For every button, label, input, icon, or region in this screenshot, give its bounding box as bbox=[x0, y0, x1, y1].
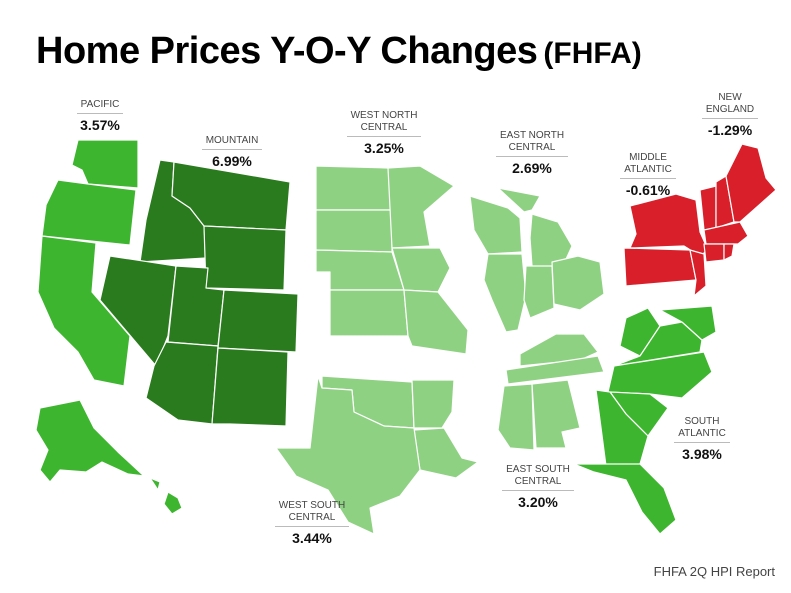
state-arizona bbox=[145, 341, 219, 425]
state-kentucky bbox=[519, 333, 599, 367]
title-source-tag: (FHFA) bbox=[543, 37, 642, 70]
label-pacific: PACIFIC 3.57% bbox=[70, 94, 130, 133]
state-north-carolina bbox=[607, 351, 713, 399]
state-tennessee bbox=[505, 355, 605, 385]
map-title: Home Prices Y-O-Y Changes (FHFA) bbox=[36, 30, 642, 73]
label-south-atlantic: SOUTH ATLANTIC 3.98% bbox=[666, 416, 738, 462]
region-value: 3.98% bbox=[682, 446, 722, 462]
region-value: 3.25% bbox=[364, 140, 404, 156]
region-value: -0.61% bbox=[625, 182, 671, 198]
label-west-south-central: WEST SOUTH CENTRAL 3.44% bbox=[262, 500, 362, 546]
state-kansas bbox=[329, 289, 409, 337]
state-illinois bbox=[483, 253, 527, 333]
source-note: FHFA 2Q HPI Report bbox=[653, 564, 775, 579]
region-value: 3.44% bbox=[292, 530, 332, 546]
region-value: 6.99% bbox=[212, 153, 252, 169]
state-alabama bbox=[531, 379, 581, 449]
region-west-north-central bbox=[315, 165, 469, 355]
region-east-north-central bbox=[469, 187, 605, 333]
state-oregon bbox=[41, 179, 137, 246]
region-mountain bbox=[99, 159, 299, 427]
state-maine bbox=[725, 143, 777, 223]
state-california bbox=[37, 235, 131, 387]
region-value: 3.20% bbox=[518, 494, 558, 510]
region-name: EAST SOUTH CENTRAL bbox=[502, 464, 574, 491]
region-name: NEW ENGLAND bbox=[701, 92, 759, 119]
state-texas bbox=[275, 375, 421, 535]
state-iowa bbox=[391, 247, 451, 293]
title-main: Home Prices Y-O-Y Changes bbox=[36, 30, 538, 72]
state-colorado bbox=[217, 289, 299, 353]
label-middle-atlantic: MIDDLE ATLANTIC -0.61% bbox=[606, 152, 690, 198]
region-middle-atlantic bbox=[623, 193, 709, 297]
state-north-dakota bbox=[315, 165, 393, 211]
region-west-south-central bbox=[275, 375, 479, 535]
region-value: -1.29% bbox=[707, 122, 753, 138]
state-florida bbox=[573, 463, 677, 535]
state-new-mexico bbox=[211, 347, 289, 427]
region-east-south-central bbox=[497, 333, 605, 451]
region-name: EAST NORTH CENTRAL bbox=[495, 130, 569, 157]
state-new-jersey bbox=[689, 249, 707, 297]
state-louisiana bbox=[413, 427, 479, 479]
state-massachusetts bbox=[703, 221, 749, 245]
state-missouri bbox=[403, 289, 469, 355]
label-east-south-central: EAST SOUTH CENTRAL 3.20% bbox=[488, 464, 588, 510]
state-alaska bbox=[35, 399, 145, 483]
region-name: PACIFIC bbox=[76, 99, 124, 114]
state-vermont bbox=[699, 185, 717, 231]
state-new-york bbox=[629, 193, 709, 257]
state-minnesota bbox=[387, 165, 455, 249]
state-washington bbox=[71, 139, 139, 189]
state-arkansas bbox=[411, 379, 455, 429]
state-indiana bbox=[523, 265, 555, 319]
state-ohio bbox=[551, 255, 605, 311]
region-new-england bbox=[699, 143, 777, 263]
state-maryland-delaware bbox=[659, 305, 717, 341]
region-south-atlantic bbox=[573, 305, 717, 535]
state-mississippi bbox=[497, 383, 535, 451]
state-wyoming bbox=[203, 225, 287, 291]
state-south-dakota bbox=[315, 209, 393, 253]
state-connecticut bbox=[703, 243, 725, 263]
region-pacific bbox=[35, 139, 183, 515]
label-west-north-central: WEST NORTH CENTRAL 3.25% bbox=[334, 110, 434, 156]
region-name: WEST NORTH CENTRAL bbox=[346, 110, 422, 137]
state-nebraska bbox=[315, 249, 405, 291]
label-east-north-central: EAST NORTH CENTRAL 2.69% bbox=[482, 130, 582, 176]
region-name: MIDDLE ATLANTIC bbox=[620, 152, 676, 179]
state-georgia bbox=[595, 389, 649, 467]
region-name: MOUNTAIN bbox=[201, 135, 263, 150]
state-hawaii bbox=[149, 477, 183, 515]
region-value: 2.69% bbox=[512, 160, 552, 176]
region-name: SOUTH ATLANTIC bbox=[674, 416, 730, 443]
state-wisconsin bbox=[469, 195, 523, 255]
state-pennsylvania bbox=[623, 247, 697, 287]
state-rhode-island bbox=[723, 243, 735, 261]
region-value: 3.57% bbox=[80, 117, 120, 133]
region-name: WEST SOUTH CENTRAL bbox=[274, 500, 350, 527]
label-mountain: MOUNTAIN 6.99% bbox=[192, 130, 272, 169]
label-new-england: NEW ENGLAND -1.29% bbox=[692, 92, 768, 138]
